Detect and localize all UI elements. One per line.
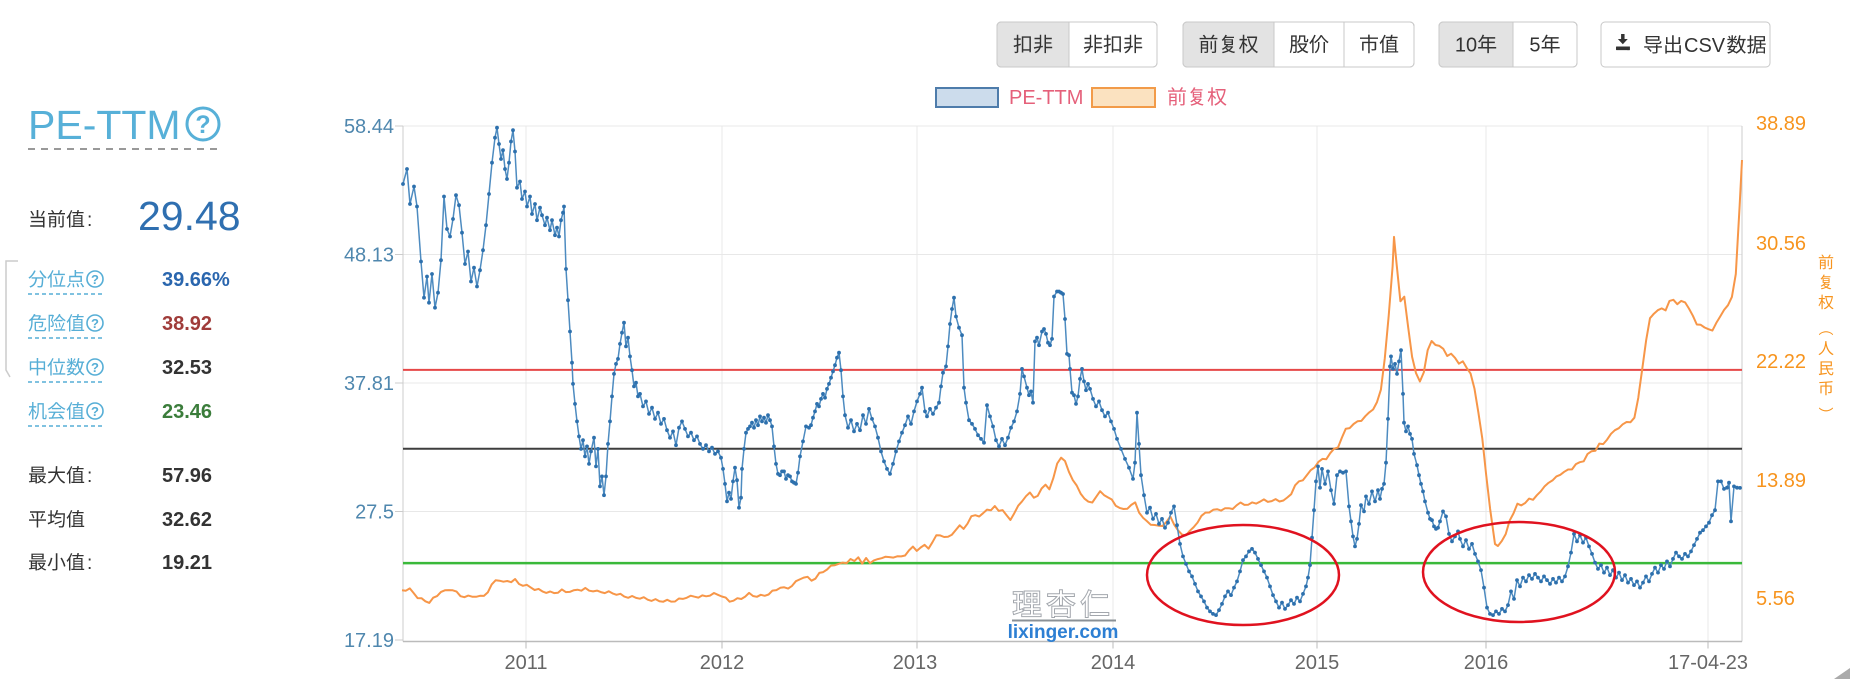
svg-text:58.44: 58.44 xyxy=(344,116,394,138)
svg-text:29.48: 29.48 xyxy=(138,193,241,239)
svg-text:27.5: 27.5 xyxy=(355,502,394,524)
svg-text:lixinger.com: lixinger.com xyxy=(1008,622,1119,643)
svg-text:37.81: 37.81 xyxy=(344,373,394,395)
svg-text:5: 5 xyxy=(1529,35,1540,57)
svg-text:17-04-23: 17-04-23 xyxy=(1668,652,1748,674)
svg-text:?: ? xyxy=(91,316,99,331)
svg-text::: : xyxy=(87,210,92,231)
svg-text:30.56: 30.56 xyxy=(1756,233,1806,255)
svg-text:13.89: 13.89 xyxy=(1756,470,1806,492)
svg-text:?: ? xyxy=(91,404,99,419)
svg-text:2011: 2011 xyxy=(504,652,547,674)
svg-text:2012: 2012 xyxy=(700,652,745,674)
svg-text:32.53: 32.53 xyxy=(162,357,212,379)
svg-text:?: ? xyxy=(91,272,99,287)
svg-text:2014: 2014 xyxy=(1091,652,1136,674)
svg-text:38.92: 38.92 xyxy=(162,313,212,335)
svg-text:2013: 2013 xyxy=(893,652,938,674)
svg-text:PE-TTM: PE-TTM xyxy=(28,102,181,148)
svg-text:19.21: 19.21 xyxy=(162,552,212,574)
svg-text:32.62: 32.62 xyxy=(162,509,212,531)
svg-text:38.89: 38.89 xyxy=(1756,113,1806,135)
svg-text:CSV: CSV xyxy=(1684,35,1726,57)
svg-text:2015: 2015 xyxy=(1295,652,1340,674)
svg-text:57.96: 57.96 xyxy=(162,465,212,487)
svg-text:23.46: 23.46 xyxy=(162,401,212,423)
svg-text:2016: 2016 xyxy=(1464,652,1509,674)
svg-text:22.22: 22.22 xyxy=(1756,351,1806,373)
svg-text::: : xyxy=(87,553,92,574)
svg-text:10: 10 xyxy=(1455,35,1477,57)
svg-text:?: ? xyxy=(91,360,99,375)
svg-text:48.13: 48.13 xyxy=(344,245,394,267)
svg-text:PE-TTM: PE-TTM xyxy=(1009,87,1083,109)
svg-text:?: ? xyxy=(195,111,210,139)
svg-text:5.56: 5.56 xyxy=(1756,588,1795,610)
svg-text::: : xyxy=(87,466,92,487)
svg-text:17.19: 17.19 xyxy=(344,630,394,652)
svg-text:39.66%: 39.66% xyxy=(162,269,230,291)
